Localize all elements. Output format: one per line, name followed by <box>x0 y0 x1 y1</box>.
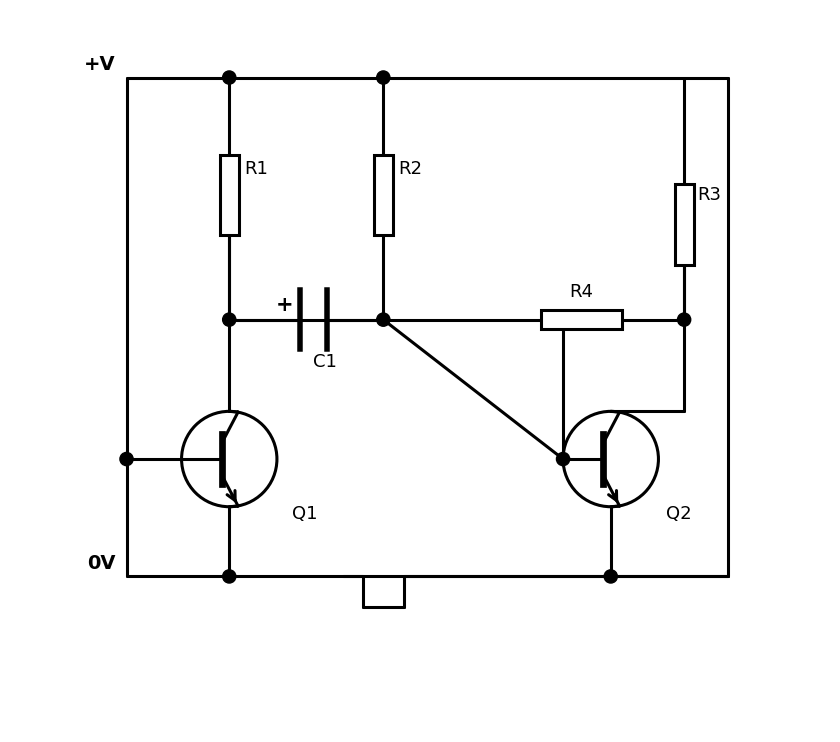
Text: R3: R3 <box>697 186 722 204</box>
Text: +: + <box>276 295 293 315</box>
Text: +V: +V <box>84 55 116 74</box>
Text: R1: R1 <box>244 160 268 178</box>
Circle shape <box>376 71 390 84</box>
Bar <box>220 154 239 235</box>
Text: R4: R4 <box>570 283 593 301</box>
Bar <box>675 184 694 265</box>
Circle shape <box>223 313 236 326</box>
Circle shape <box>120 453 133 466</box>
Text: 0V: 0V <box>87 554 116 573</box>
Text: Q2: Q2 <box>666 505 691 523</box>
Text: C1: C1 <box>312 353 337 371</box>
Text: Q1: Q1 <box>291 505 318 523</box>
Circle shape <box>678 313 690 326</box>
Circle shape <box>604 570 617 583</box>
Bar <box>541 310 622 329</box>
Circle shape <box>556 453 570 466</box>
Text: R2: R2 <box>398 160 422 178</box>
Circle shape <box>223 71 236 84</box>
Bar <box>374 154 393 235</box>
Circle shape <box>376 313 390 326</box>
Circle shape <box>223 570 236 583</box>
